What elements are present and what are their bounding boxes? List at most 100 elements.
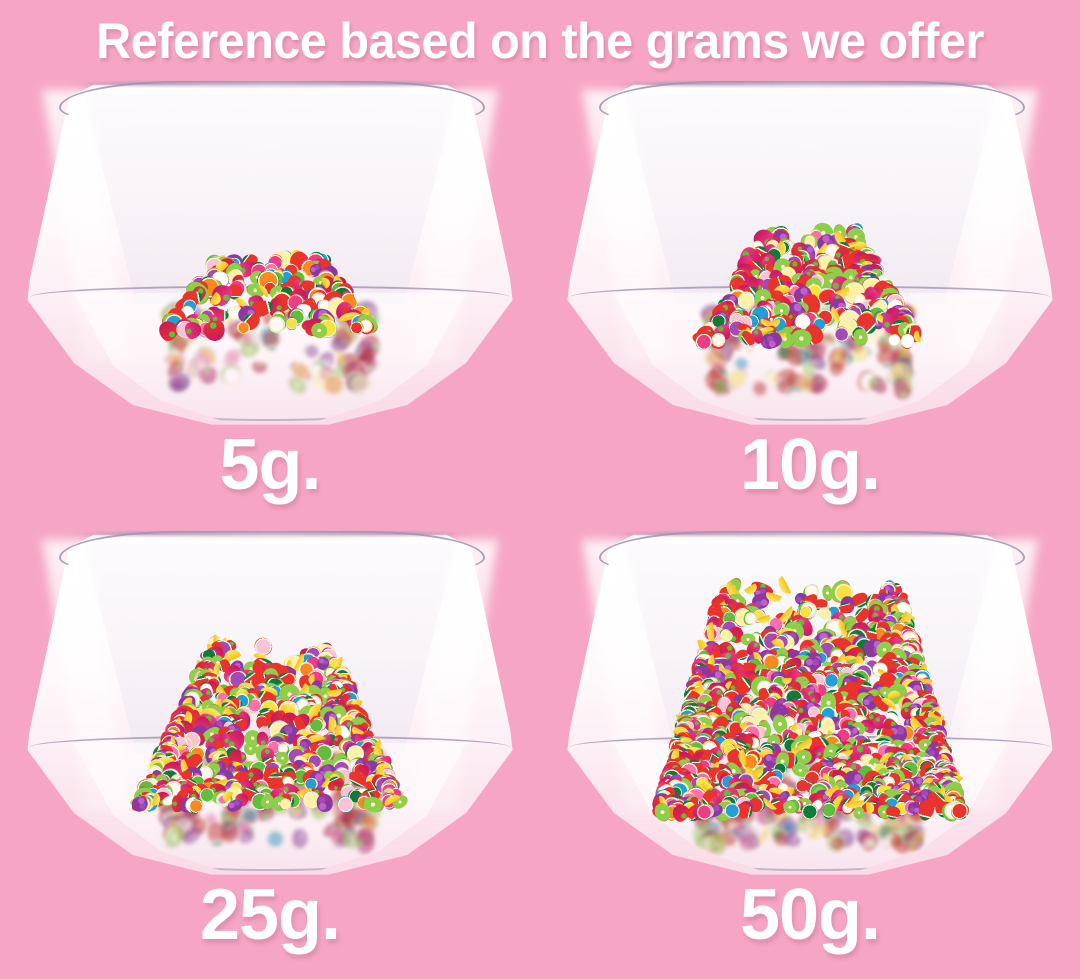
clay-fruit-slice: [739, 823, 760, 843]
clay-fruit-slice: [316, 349, 337, 372]
clay-fruit-slice: [358, 777, 384, 804]
clay-fruit-slice: [866, 304, 888, 324]
clay-fruit-slice: [340, 300, 370, 327]
clay-fruit-slice: [880, 828, 903, 852]
clay-fruit-slice: [868, 756, 887, 776]
clay-fruit-slice: [775, 374, 792, 390]
weight-label-10g: 10g.: [540, 428, 1080, 502]
clay-fruit-slice: [320, 819, 343, 841]
clay-fruit-slice: [686, 755, 709, 778]
sample-cell-25g: 25g.: [0, 512, 540, 972]
clay-fruit-slice: [168, 377, 186, 392]
clay-fruit-slice: [340, 765, 362, 789]
clay-fruit-slice: [858, 315, 890, 347]
clay-fruit-slice: [166, 792, 189, 815]
clay-fruit-slice: [855, 826, 882, 852]
clay-fruit-slice: [775, 304, 791, 327]
clay-fruit-slice: [336, 296, 359, 321]
clay-fruit-slice: [696, 766, 718, 782]
clay-fruit-slice: [890, 359, 917, 386]
clay-fruit-slice: [167, 321, 187, 342]
clay-fruit-slice: [697, 824, 725, 852]
clay-fruit-slice: [775, 820, 792, 833]
clay-fruit-slice: [365, 750, 386, 766]
clay-fruit-slice: [899, 301, 920, 320]
clay-fruit-slice: [329, 782, 359, 812]
clay-fruit-slice: [848, 743, 868, 761]
clay-fruit-slice: [719, 317, 735, 335]
clay-fruit-slice: [701, 794, 728, 820]
clay-fruit-slice: [896, 310, 911, 322]
clay-fruit-slice: [253, 798, 276, 821]
clay-fruit-slice: [888, 322, 908, 344]
clay-fruit-slice: [711, 334, 731, 358]
clay-fruit-slice: [253, 800, 278, 824]
clay-fruit-slice: [291, 771, 320, 799]
clay-fruit-slice: [709, 331, 730, 353]
clay-fruit-slice: [166, 317, 197, 348]
clay-fruit-slice: [344, 369, 367, 393]
clay-fruit-slice: [833, 800, 855, 824]
clay-fruit-slice: [753, 776, 767, 797]
clay-fruit-slice: [690, 778, 709, 799]
clay-fruit-slice: [216, 360, 246, 389]
clay-fruit-slice: [765, 776, 795, 806]
clay-fruit-slice: [704, 326, 721, 343]
clay-fruit-slice: [198, 344, 219, 365]
clay-fruit-slice: [879, 814, 906, 839]
clay-fruit-slice: [810, 333, 842, 364]
clay-fruit-slice: [261, 330, 280, 352]
clay-fruit-slice: [274, 301, 296, 325]
clay-fruit-slice: [822, 765, 846, 792]
clay-fruit-slice: [188, 777, 208, 793]
clay-fruit-slice: [754, 754, 775, 777]
clay-fruit-slice: [780, 299, 800, 320]
clay-fruit-slice: [771, 828, 786, 843]
bowl-base-rim: [649, 849, 971, 872]
clay-fruit-slice: [688, 773, 709, 791]
clay-fruit-slice: [842, 331, 867, 357]
clay-fruit-slice: [700, 343, 732, 375]
clay-fruit-slice: [164, 358, 186, 380]
clay-fruit-slice: [708, 359, 729, 379]
clay-fruit-slice: [224, 311, 233, 327]
clay-fruit-slice: [174, 322, 200, 347]
clay-fruit-slice: [711, 325, 729, 344]
clay-fruit-slice: [757, 775, 783, 803]
clay-fruit-slice: [157, 777, 174, 785]
bowl-base-rim: [109, 849, 431, 872]
clay-fruit-slice: [179, 786, 204, 811]
clay-fruit-slice: [326, 294, 355, 324]
clay-fruit-slice: [255, 794, 276, 816]
clay-fruit-slice: [695, 778, 719, 801]
clay-fruit-slice: [775, 374, 799, 398]
clay-fruit-slice: [878, 776, 900, 801]
clay-fruit-slice: [894, 352, 913, 373]
clay-fruit-slice: [190, 317, 217, 346]
clay-fruit-slice: [776, 813, 802, 841]
clay-fruit-slice: [154, 770, 179, 791]
clay-fruit-slice: [239, 329, 263, 355]
clay-fruit-slice: [775, 760, 793, 777]
clay-fruit-slice: [205, 312, 225, 333]
clay-fruit-slice: [159, 793, 180, 816]
clay-fruit-slice: [349, 355, 366, 374]
clay-fruit-slice: [855, 806, 875, 826]
clay-fruit-slice: [903, 782, 929, 808]
clay-fruit-slice: [359, 804, 373, 818]
clay-fruit-slice: [700, 786, 723, 805]
clay-fruit-slice: [835, 331, 858, 353]
clay-fruit-slice: [904, 786, 924, 804]
clay-fruit-slice: [890, 360, 904, 379]
clay-fruit-slice: [181, 300, 206, 325]
clay-fruit-slice: [155, 752, 173, 770]
weight-label-5g: 5g.: [0, 428, 540, 502]
clay-fruit-slice: [840, 310, 861, 332]
clay-fruit-slice: [167, 782, 192, 806]
clay-fruit-slice: [693, 754, 708, 770]
clay-fruit-slice: [285, 748, 308, 769]
clay-fruit-slice: [761, 367, 785, 392]
clay-fruit-slice: [224, 753, 249, 774]
clay-fruit-slice: [240, 808, 259, 824]
clay-fruit-slice: [291, 828, 308, 849]
